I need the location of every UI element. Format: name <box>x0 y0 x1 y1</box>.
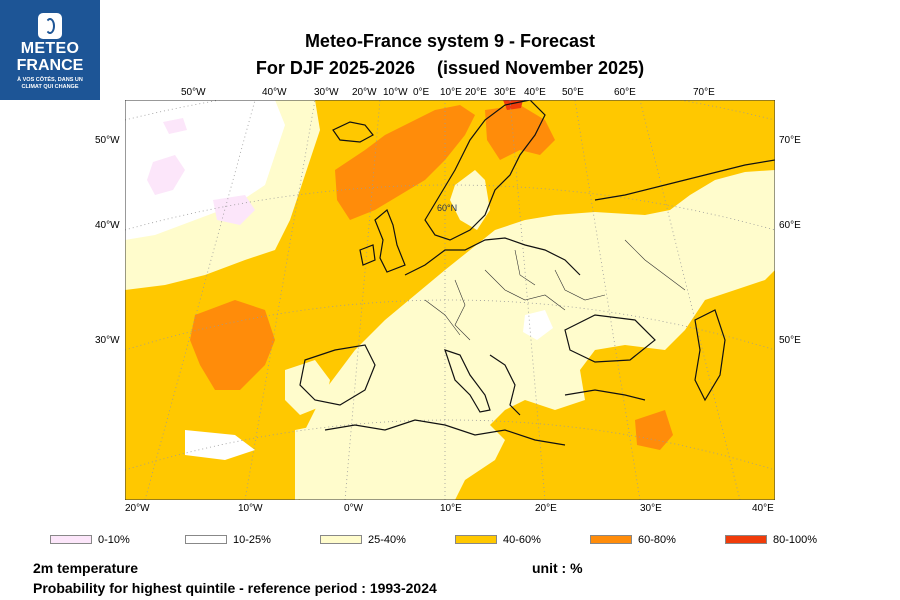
prob-band-0-10 <box>147 155 185 195</box>
legend-label: 80-100% <box>773 534 818 546</box>
bottom-lon-label: 30°E <box>640 503 662 514</box>
left-lat-label: 40°W <box>95 220 120 231</box>
right-lat-label: 60°E <box>779 220 801 231</box>
unit-label: unit : % <box>532 560 583 576</box>
top-lon-label: 50°W <box>181 87 206 98</box>
prob-band-60-80-atlantic <box>190 300 275 390</box>
probability-map: 60°N <box>125 100 775 500</box>
legend-swatch <box>50 535 92 544</box>
variable-label: 2m temperature <box>33 560 139 576</box>
logo-tagline: À VOS CÔTÉS, DANS UN CLIMAT QUI CHANGE <box>17 77 83 90</box>
map-title: Meteo-France system 9 - Forecast <box>304 31 596 51</box>
forecast-period: For DJF 2025-2026 <box>255 58 415 78</box>
top-lon-label: 20°W <box>352 87 377 98</box>
prob-band-10-25-south <box>185 430 255 460</box>
legend-swatch <box>455 535 497 544</box>
description-label: Probability for highest quintile - refer… <box>33 580 437 596</box>
top-lon-label: 10°W <box>383 87 408 98</box>
bottom-lon-label: 20°E <box>535 503 557 514</box>
bottom-lon-label: 10°E <box>440 503 462 514</box>
prob-band-60-80-caucasus <box>635 410 673 450</box>
top-lon-label: 40°E <box>524 87 546 98</box>
legend-label: 25-40% <box>368 534 406 546</box>
bottom-lon-label: 20°W <box>125 503 150 514</box>
logo-line-1: METEO <box>20 40 80 57</box>
top-lon-label: 30°W <box>314 87 339 98</box>
legend-label: 40-60% <box>503 534 541 546</box>
right-lat-label: 70°E <box>779 135 801 146</box>
top-lon-label: 10°E <box>440 87 462 98</box>
left-lat-label: 30°W <box>95 335 120 346</box>
top-lon-label: 30°E <box>494 87 516 98</box>
top-lon-label: 20°E <box>465 87 487 98</box>
prob-band-60-80-scandinavia <box>485 105 555 160</box>
prob-band-0-10 <box>163 118 187 134</box>
top-lon-label: 60°E <box>614 87 636 98</box>
bottom-lon-label: 0°W <box>344 503 363 514</box>
legend-swatch <box>590 535 632 544</box>
map-subtitle: For DJF 2025-2026 (issued November 2025) <box>0 58 900 79</box>
top-lon-label: 0°E <box>413 87 430 98</box>
lat-60n-label: 60°N <box>437 203 457 213</box>
top-lon-label: 70°E <box>693 87 715 98</box>
prob-band-60-80-north-atlantic <box>335 105 475 220</box>
bottom-lon-label: 40°E <box>752 503 774 514</box>
legend-label: 10-25% <box>233 534 271 546</box>
top-lon-label: 40°W <box>262 87 287 98</box>
logo-mark-icon <box>38 13 62 39</box>
right-lat-label: 50°E <box>779 335 801 346</box>
meteo-france-logo: METEO FRANCE À VOS CÔTÉS, DANS UN CLIMAT… <box>0 0 100 100</box>
legend-swatch <box>185 535 227 544</box>
prob-band-25-40-scandinavia <box>450 170 490 230</box>
legend-swatch <box>725 535 767 544</box>
bottom-lon-label: 10°W <box>238 503 263 514</box>
prob-band-10-25-atlantic <box>125 100 285 240</box>
prob-band-0-10 <box>213 195 255 225</box>
left-lat-label: 50°W <box>95 135 120 146</box>
prob-band-25-40-south <box>295 400 505 500</box>
legend-label: 60-80% <box>638 534 676 546</box>
legend-label: 0-10% <box>98 534 130 546</box>
legend-swatch <box>320 535 362 544</box>
top-lon-label: 50°E <box>562 87 584 98</box>
logo-line-2: FRANCE <box>16 57 84 74</box>
issue-date: (issued November 2025) <box>437 58 645 78</box>
